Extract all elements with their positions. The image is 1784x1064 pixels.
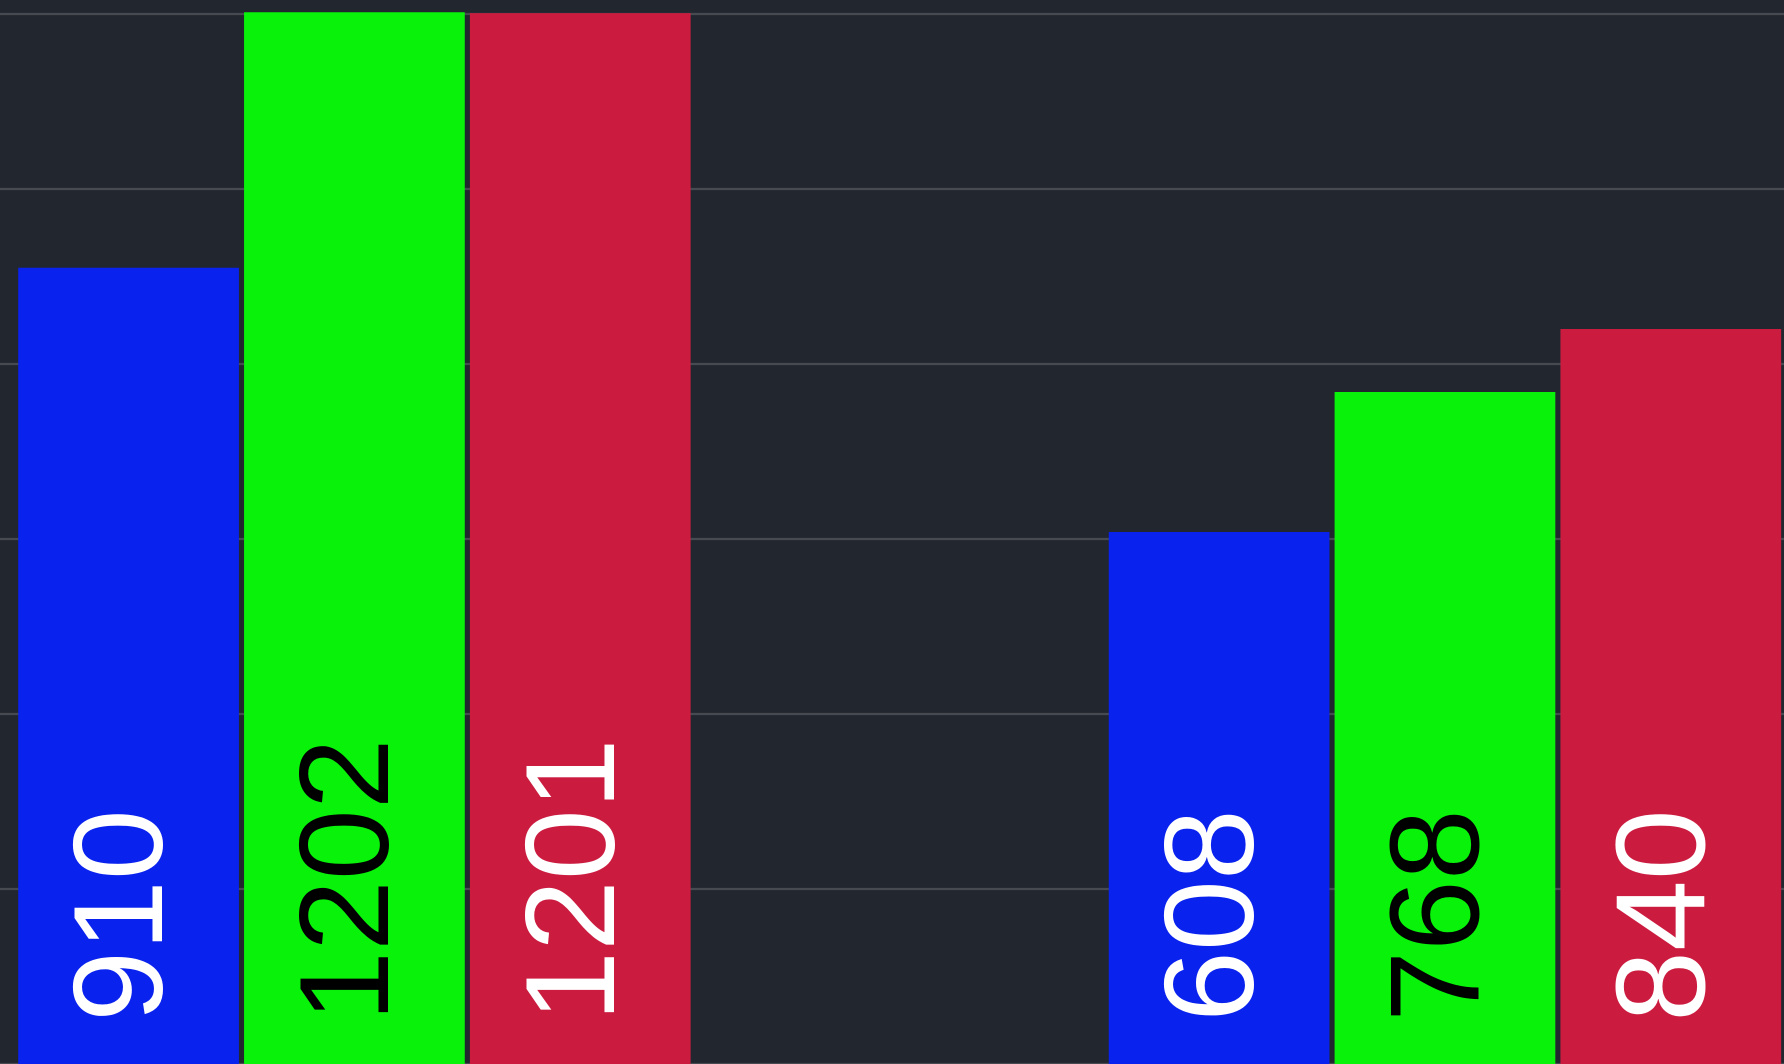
value-label: 1201 bbox=[500, 738, 642, 1022]
bar bbox=[18, 267, 239, 1064]
bar bbox=[1108, 532, 1330, 1064]
value-label: 910 bbox=[48, 809, 190, 1022]
value-label: 840 bbox=[1590, 809, 1732, 1022]
value-label: 768 bbox=[1365, 809, 1507, 1022]
bar bbox=[1560, 329, 1782, 1064]
bar bbox=[244, 12, 465, 1064]
bar bbox=[1334, 392, 1556, 1064]
value-label: 1202 bbox=[274, 738, 416, 1022]
bar bbox=[469, 13, 691, 1064]
value-label: 608 bbox=[1139, 809, 1281, 1022]
